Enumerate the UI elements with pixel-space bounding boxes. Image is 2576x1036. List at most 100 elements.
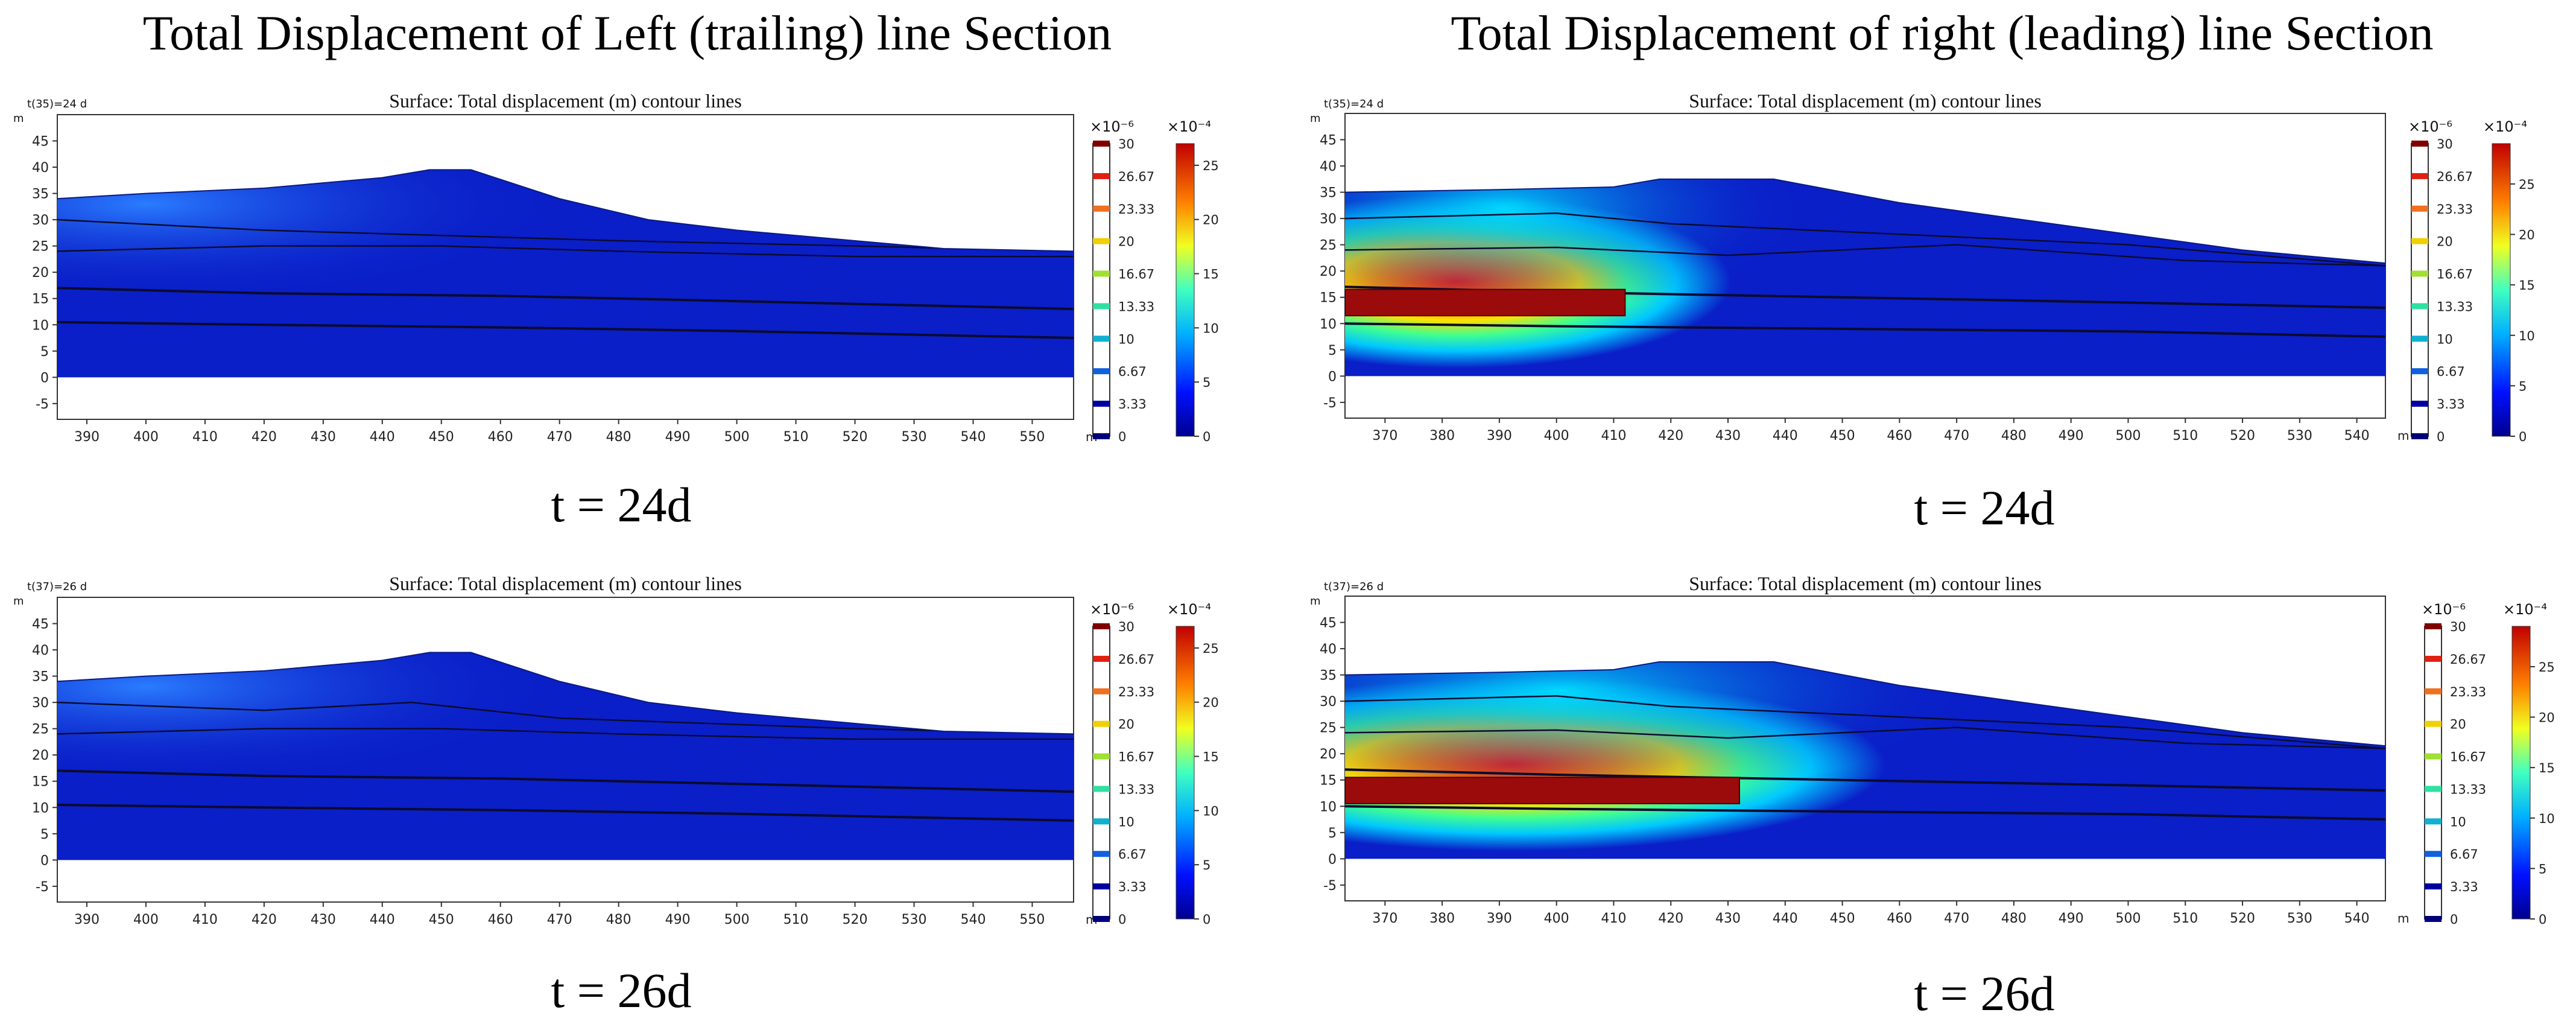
surface-colorbar-label: 5 [2539, 862, 2546, 876]
contour-level-label: 16.67 [1118, 267, 1154, 282]
x-tick-label: 510 [2173, 428, 2198, 443]
surface-colorbar-label: 20 [2539, 711, 2555, 725]
x-tick-label: 510 [783, 912, 809, 927]
contour-level-swatch [2411, 173, 2428, 179]
y-tick-label: 40 [32, 160, 49, 176]
contour-colorbar-scale: ×10⁻⁶ [2408, 118, 2452, 135]
x-unit-label: m [2397, 911, 2409, 926]
y-tick-label: 35 [1320, 669, 1337, 684]
contour-colorbar-scale: ×10⁻⁶ [1090, 601, 1134, 618]
x-tick-label: 440 [370, 430, 395, 445]
contour-level-label: 6.67 [1118, 364, 1147, 379]
x-tick-label: 380 [1429, 911, 1455, 926]
x-tick-label: 420 [252, 430, 277, 445]
y-tick-label: 15 [1320, 774, 1337, 789]
surface-colorbar [2492, 143, 2511, 437]
y-tick-label: -5 [36, 397, 49, 412]
surface-colorbar-label: 25 [2539, 660, 2555, 675]
x-tick-label: 410 [1601, 911, 1626, 926]
displacement-field [57, 652, 560, 781]
x-tick-label: 520 [2230, 911, 2255, 926]
surface-colorbar-label: 0 [2539, 912, 2546, 927]
x-tick-label: 500 [724, 430, 750, 445]
caption-right-bottom: t = 26d [1914, 966, 2055, 1021]
surface-colorbar-label: 20 [1203, 213, 1219, 227]
x-tick-label: 430 [1715, 911, 1741, 926]
x-tick-label: 540 [960, 912, 986, 927]
x-tick-label: 460 [1887, 911, 1912, 926]
plot-right-bottom: Surface: Total displacement (m) contour … [1310, 573, 2555, 927]
surface-outline [57, 169, 1074, 252]
contour-level-label: 20 [2450, 717, 2466, 732]
layer-line [57, 769, 1074, 793]
contour-level-label: 6.67 [2437, 364, 2465, 379]
contour-level-label: 26.67 [1118, 652, 1154, 667]
y-tick-label: 5 [1328, 826, 1337, 841]
contour-level-swatch [2425, 720, 2442, 727]
x-tick-label: 460 [488, 912, 513, 927]
surface-outline [1344, 178, 2386, 264]
y-tick-label: 5 [40, 827, 49, 842]
y-tick-label: 20 [32, 265, 49, 281]
contour-colorbar [2424, 626, 2442, 920]
surface-colorbar-scale: ×10⁻⁴ [2483, 118, 2527, 135]
y-tick-label: 15 [1320, 291, 1337, 306]
contour-level-swatch [1093, 916, 1110, 922]
y-tick-label: 0 [40, 370, 49, 386]
contour-level-label: 0 [1118, 430, 1126, 444]
y-tick-label: 30 [1320, 694, 1337, 710]
contour-level-swatch [1093, 205, 1110, 212]
contour-level-label: 3.33 [2450, 880, 2478, 894]
x-tick-label: 530 [2287, 911, 2312, 926]
y-tick-label: 40 [32, 643, 49, 658]
x-tick-label: 520 [2230, 428, 2255, 443]
contour-level-label: 26.67 [2450, 652, 2486, 667]
y-tick-label: 10 [32, 801, 49, 816]
tunnel-section [1345, 777, 1740, 804]
x-tick-label: 430 [1715, 428, 1741, 443]
right-column-title: Total Displacement of right (leading) li… [1451, 5, 2434, 60]
x-tick-label: 460 [1887, 428, 1912, 443]
x-tick-label: 450 [1830, 428, 1855, 443]
contour-level-swatch [2411, 433, 2428, 439]
contour-level-label: 3.33 [1118, 880, 1147, 894]
y-tick-label: 20 [1320, 264, 1337, 279]
contour-level-label: 20 [1118, 235, 1135, 249]
x-tick-label: 450 [429, 430, 454, 445]
x-tick-label: 390 [1487, 428, 1512, 443]
time-label: t(35)=24 d [1324, 98, 1384, 110]
y-unit-label: m [1310, 595, 1321, 608]
y-tick-label: 45 [32, 135, 49, 150]
y-tick-label: 20 [32, 748, 49, 763]
x-tick-label: 480 [2001, 911, 2027, 926]
contour-level-label: 16.67 [2437, 267, 2473, 282]
surface-colorbar [2511, 626, 2531, 920]
layer-line [1345, 726, 2385, 749]
x-tick-label: 400 [133, 430, 159, 445]
contour-level-swatch [1093, 623, 1110, 629]
contour-level-swatch [2411, 238, 2428, 244]
x-tick-label: 370 [1372, 911, 1397, 926]
x-tick-label: 520 [843, 430, 868, 445]
layer-line [57, 320, 1074, 340]
contour-level-label: 10 [2437, 332, 2453, 346]
surface-colorbar-label: 0 [1203, 912, 1210, 927]
x-tick-label: 390 [1487, 911, 1512, 926]
x-tick-label: 430 [311, 912, 336, 927]
x-tick-label: 490 [2059, 911, 2084, 926]
surface-colorbar-label: 10 [1203, 321, 1219, 335]
surface-colorbar-label: 20 [1203, 696, 1219, 710]
contour-colorbar-scale: ×10⁻⁶ [2422, 601, 2466, 618]
x-tick-label: 410 [192, 430, 218, 445]
layer-line [57, 218, 1074, 252]
time-label: t(37)=26 d [1324, 580, 1384, 593]
contour-level-label: 23.33 [1118, 685, 1154, 699]
y-tick-label: 25 [32, 722, 49, 737]
contour-level-swatch [2425, 786, 2442, 792]
contour-level-label: 26.67 [1118, 170, 1154, 184]
y-tick-label: 45 [32, 617, 49, 632]
x-tick-label: 510 [2173, 911, 2198, 926]
contour-level-swatch [1093, 851, 1110, 857]
contour-level-swatch [2411, 368, 2428, 375]
y-tick-label: 45 [1320, 616, 1337, 631]
